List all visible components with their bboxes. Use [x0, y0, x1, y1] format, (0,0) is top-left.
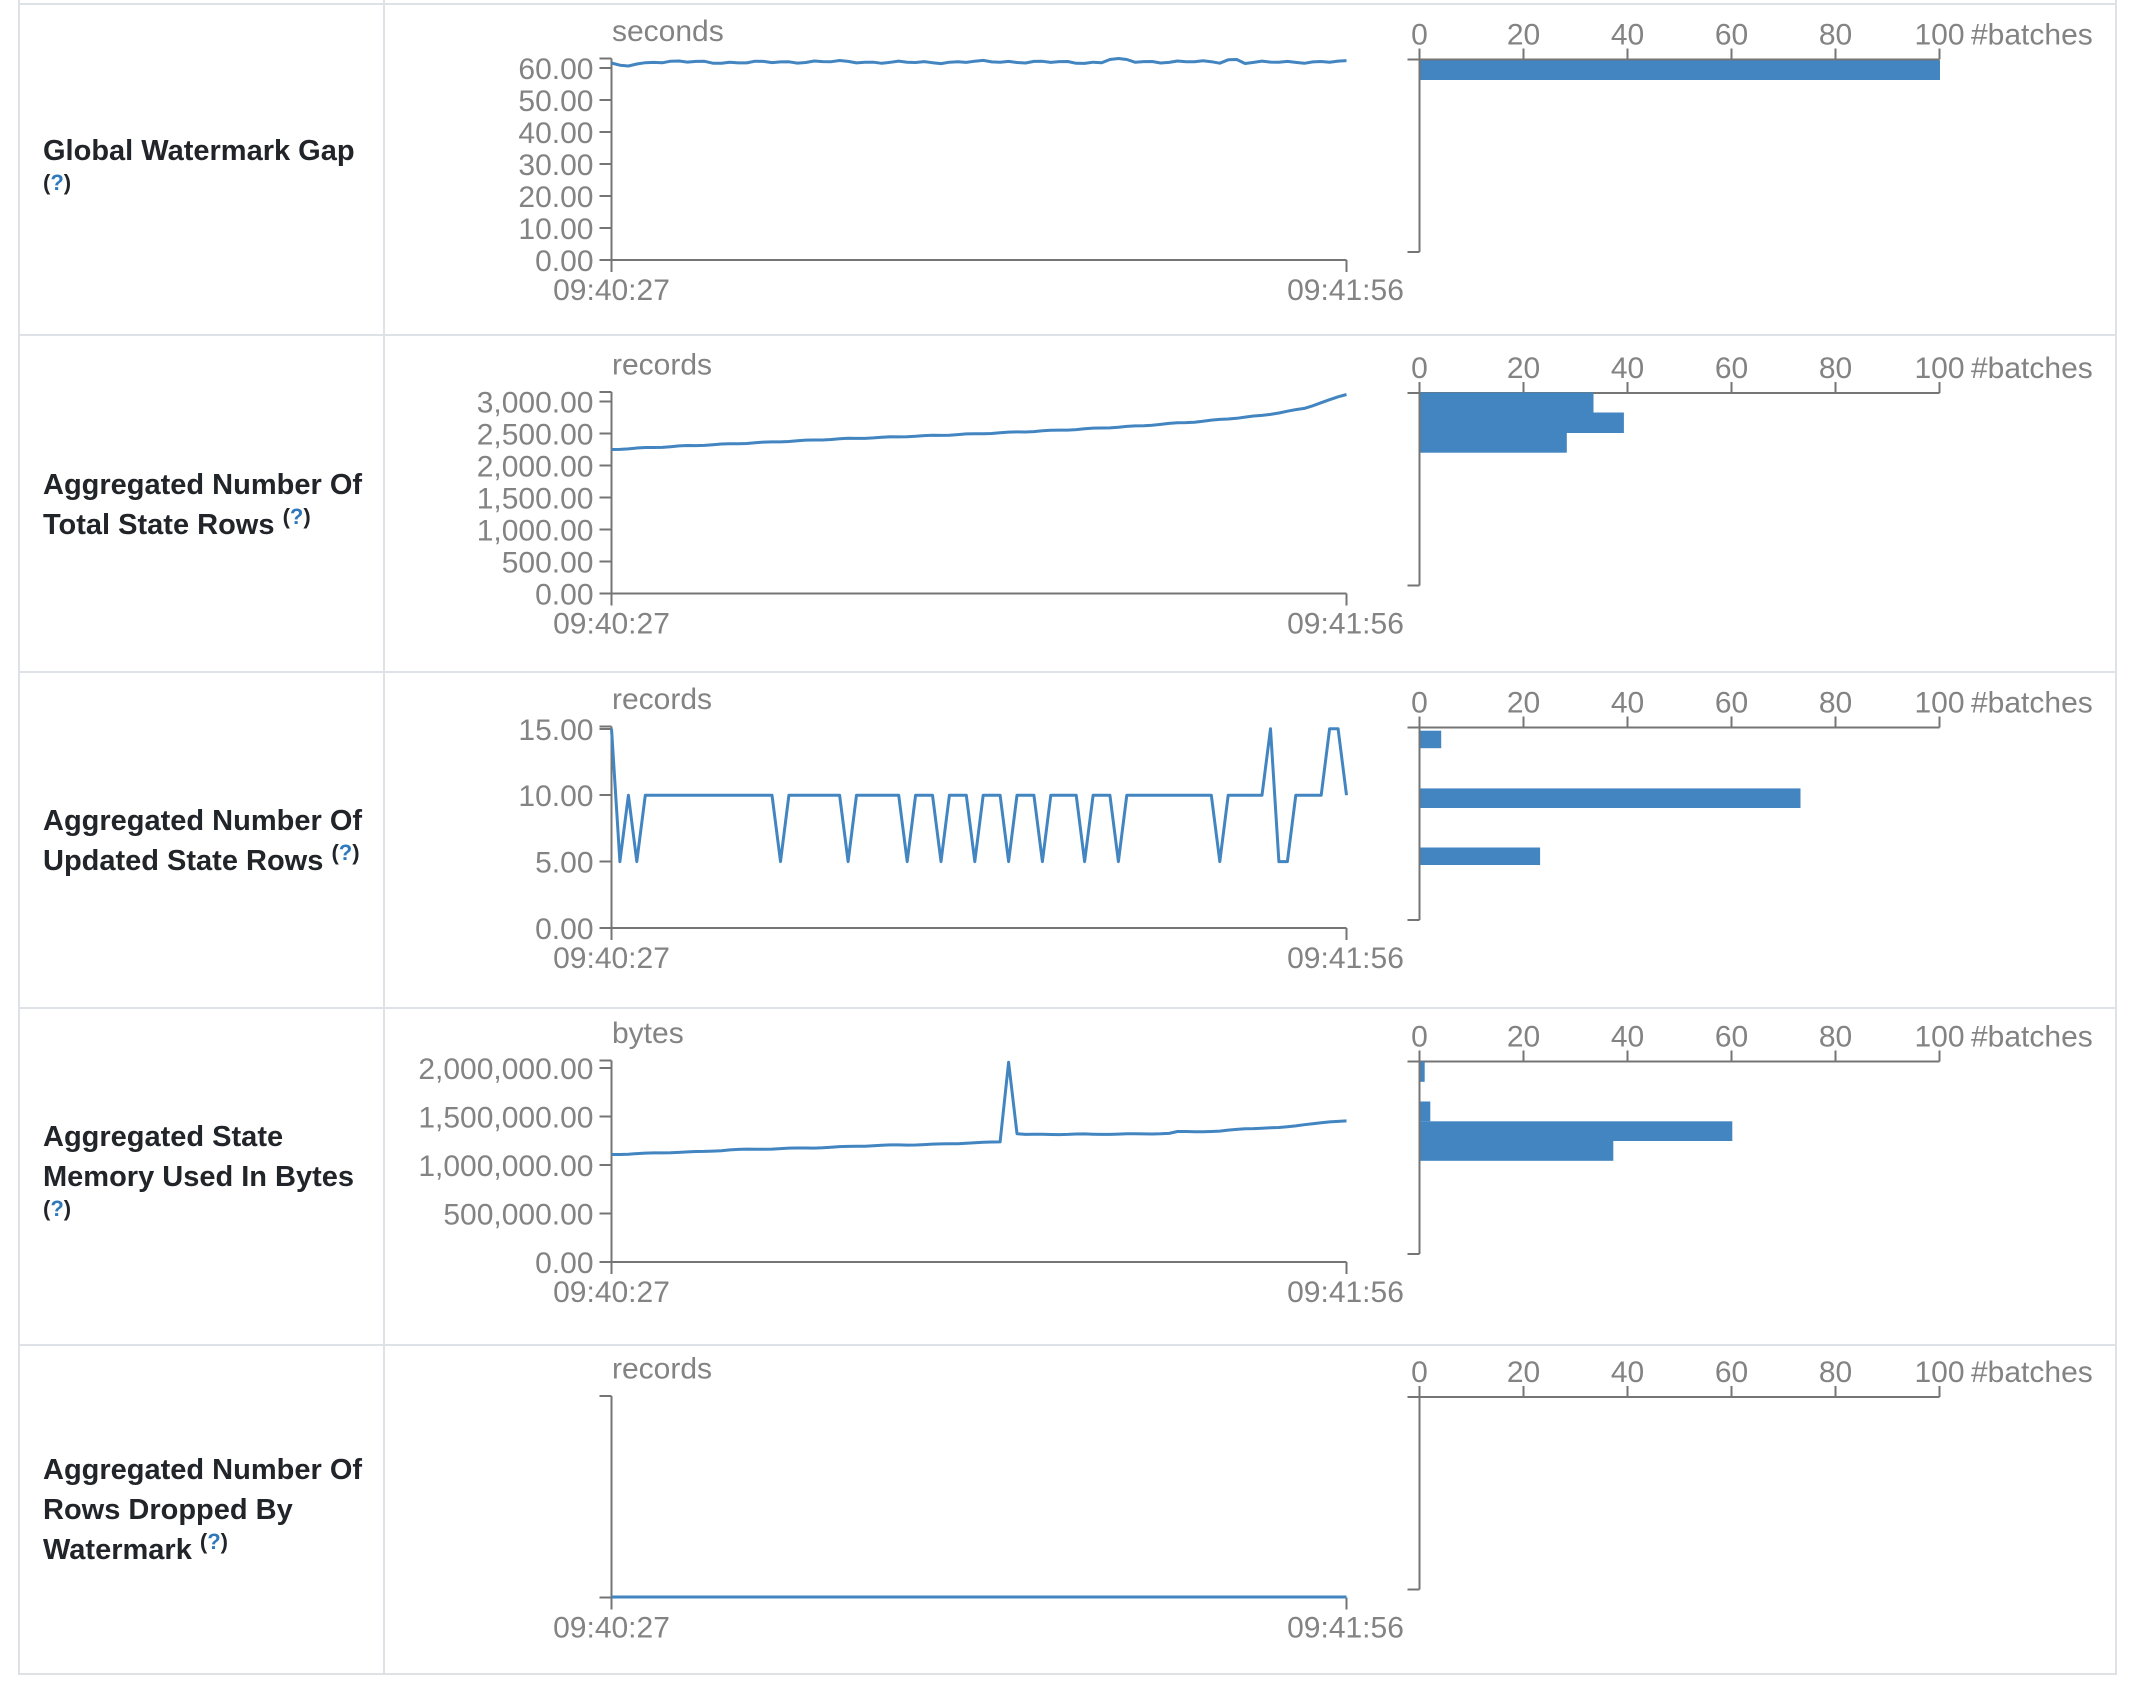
svg-text:09:40:27: 09:40:27: [553, 274, 670, 307]
svg-text:100: 100: [1914, 1021, 1964, 1054]
svg-text:80: 80: [1819, 687, 1852, 720]
svg-text:60: 60: [1715, 1356, 1748, 1389]
svg-text:0: 0: [1411, 687, 1428, 720]
svg-text:500,000.00: 500,000.00: [443, 1199, 593, 1232]
svg-text:60: 60: [1715, 352, 1748, 385]
svg-text:1,000,000.00: 1,000,000.00: [418, 1150, 593, 1183]
svg-text:2,000.00: 2,000.00: [477, 451, 594, 484]
svg-text:0.00: 0.00: [535, 245, 593, 278]
svg-text:09:40:27: 09:40:27: [553, 1612, 670, 1645]
svg-text:0.00: 0.00: [535, 1247, 593, 1280]
svg-text:20: 20: [1507, 352, 1540, 385]
svg-text:40: 40: [1611, 19, 1644, 52]
svg-text:60: 60: [1715, 1021, 1748, 1054]
svg-text:100: 100: [1914, 1356, 1964, 1389]
svg-text:09:41:56: 09:41:56: [1287, 1276, 1404, 1309]
svg-text:seconds: seconds: [612, 15, 724, 48]
svg-text:#batches: #batches: [1971, 1356, 2093, 1389]
svg-text:09:41:56: 09:41:56: [1287, 608, 1404, 641]
svg-text:40: 40: [1611, 1021, 1644, 1054]
svg-text:40.00: 40.00: [518, 117, 593, 150]
svg-text:100: 100: [1914, 352, 1964, 385]
svg-text:20: 20: [1507, 1021, 1540, 1054]
svg-text:0.00: 0.00: [535, 579, 593, 612]
svg-text:2,000,000.00: 2,000,000.00: [418, 1053, 593, 1086]
svg-text:records: records: [612, 683, 712, 716]
svg-text:09:40:27: 09:40:27: [553, 1276, 670, 1309]
svg-text:bytes: bytes: [612, 1017, 684, 1050]
svg-text:records: records: [612, 349, 712, 382]
svg-text:10.00: 10.00: [518, 213, 593, 246]
svg-text:80: 80: [1819, 352, 1852, 385]
svg-text:40: 40: [1611, 1356, 1644, 1389]
svg-text:#batches: #batches: [1971, 352, 2093, 385]
svg-text:1,500.00: 1,500.00: [477, 483, 594, 516]
svg-text:#batches: #batches: [1971, 1021, 2093, 1054]
svg-text:0.00: 0.00: [535, 913, 593, 946]
svg-text:60.00: 60.00: [518, 53, 593, 86]
svg-text:80: 80: [1819, 1356, 1852, 1389]
svg-text:80: 80: [1819, 1021, 1852, 1054]
svg-text:2,500.00: 2,500.00: [477, 419, 594, 452]
svg-text:500.00: 500.00: [502, 547, 594, 580]
svg-text:#batches: #batches: [1971, 687, 2093, 720]
svg-text:40: 40: [1611, 687, 1644, 720]
svg-text:50.00: 50.00: [518, 85, 593, 118]
svg-text:80: 80: [1819, 19, 1852, 52]
svg-text:0: 0: [1411, 19, 1428, 52]
svg-text:09:40:27: 09:40:27: [553, 608, 670, 641]
svg-text:09:41:56: 09:41:56: [1287, 274, 1404, 307]
svg-text:100: 100: [1914, 19, 1964, 52]
svg-text:0: 0: [1411, 1021, 1428, 1054]
svg-text:5.00: 5.00: [535, 847, 593, 880]
svg-text:15.00: 15.00: [518, 714, 593, 747]
svg-text:records: records: [612, 1353, 712, 1386]
svg-text:30.00: 30.00: [518, 149, 593, 182]
svg-text:20.00: 20.00: [518, 181, 593, 214]
svg-text:20: 20: [1507, 19, 1540, 52]
svg-text:1,000.00: 1,000.00: [477, 515, 594, 548]
svg-text:60: 60: [1715, 687, 1748, 720]
svg-text:40: 40: [1611, 352, 1644, 385]
svg-text:0: 0: [1411, 352, 1428, 385]
svg-text:09:41:56: 09:41:56: [1287, 1612, 1404, 1645]
svg-text:100: 100: [1914, 687, 1964, 720]
svg-text:20: 20: [1507, 1356, 1540, 1389]
svg-text:0: 0: [1411, 1356, 1428, 1389]
svg-text:09:40:27: 09:40:27: [553, 942, 670, 975]
svg-text:60: 60: [1715, 19, 1748, 52]
svg-text:20: 20: [1507, 687, 1540, 720]
svg-text:#batches: #batches: [1971, 19, 2093, 52]
svg-text:10.00: 10.00: [518, 780, 593, 813]
svg-text:09:41:56: 09:41:56: [1287, 942, 1404, 975]
svg-text:3,000.00: 3,000.00: [477, 387, 594, 420]
svg-text:1,500,000.00: 1,500,000.00: [418, 1102, 593, 1135]
